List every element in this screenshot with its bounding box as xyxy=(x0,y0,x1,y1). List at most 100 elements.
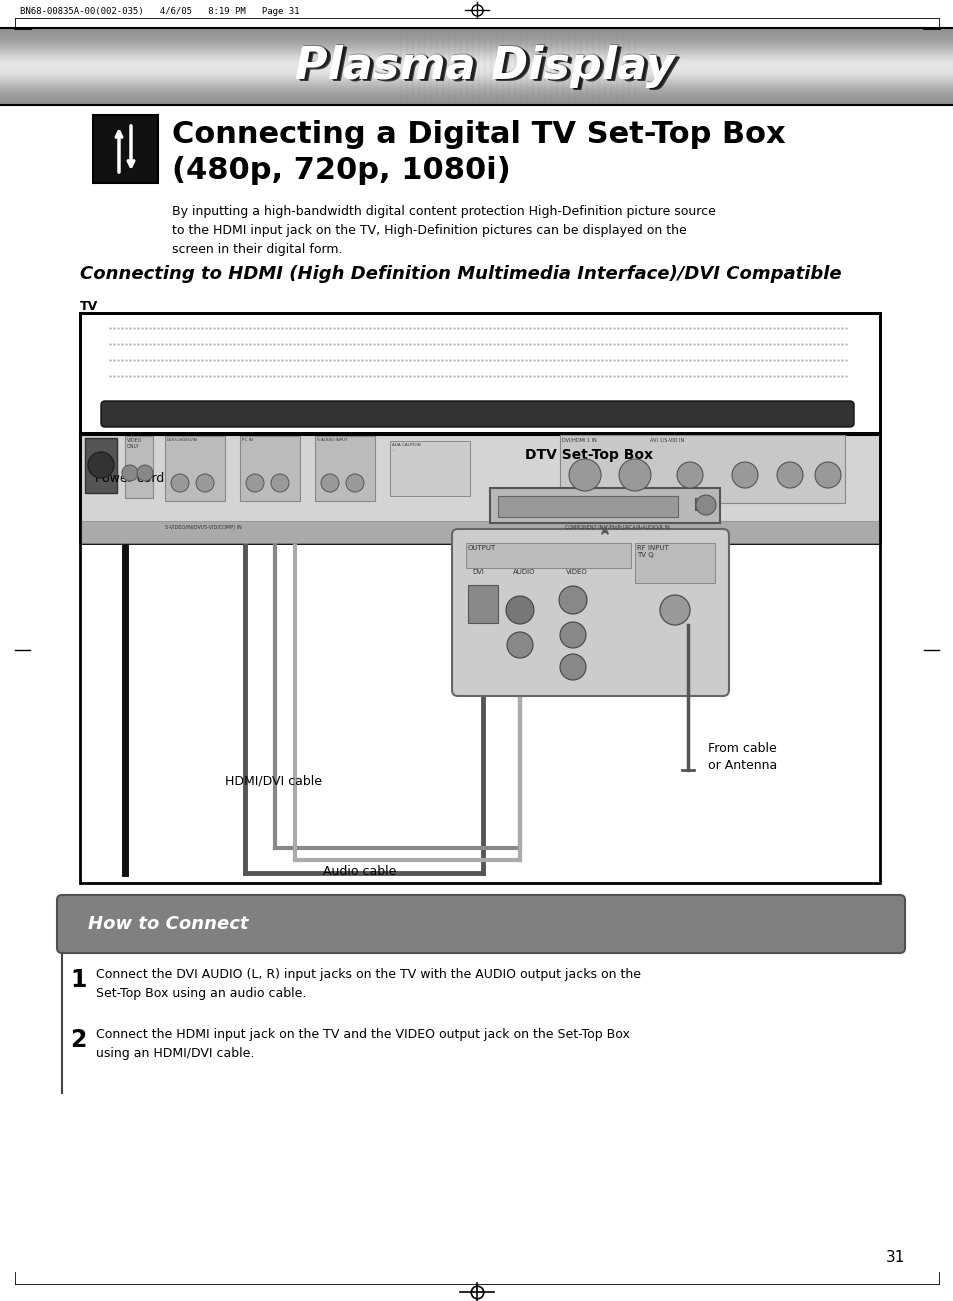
Text: (480p, 720p, 1080i): (480p, 720p, 1080i) xyxy=(172,156,510,185)
Text: DVI/S-VIDEO/IN: DVI/S-VIDEO/IN xyxy=(167,438,197,442)
Circle shape xyxy=(559,622,585,648)
Circle shape xyxy=(568,459,600,490)
Circle shape xyxy=(195,474,213,492)
Bar xyxy=(579,29,581,105)
Text: Plasma Display: Plasma Display xyxy=(294,46,674,88)
Text: 31: 31 xyxy=(885,1250,904,1266)
Bar xyxy=(592,29,594,105)
Bar xyxy=(468,585,497,623)
Text: VIDEO
ONLY: VIDEO ONLY xyxy=(127,438,142,449)
Circle shape xyxy=(558,585,586,614)
Circle shape xyxy=(320,474,338,492)
Text: S-VIDEO/IN(DVI/S-VID/COMP) IN: S-VIDEO/IN(DVI/S-VID/COMP) IN xyxy=(165,526,241,530)
Circle shape xyxy=(559,654,585,680)
Bar xyxy=(465,29,468,105)
Text: TV: TV xyxy=(80,301,98,314)
Bar xyxy=(465,543,630,569)
Circle shape xyxy=(122,464,138,481)
Bar xyxy=(490,488,720,523)
Circle shape xyxy=(271,474,289,492)
Bar xyxy=(423,29,426,105)
Bar xyxy=(543,29,545,105)
Bar xyxy=(514,29,516,105)
Circle shape xyxy=(246,474,264,492)
Bar xyxy=(240,436,299,501)
Bar xyxy=(441,29,443,105)
Bar xyxy=(0,29,953,105)
Circle shape xyxy=(659,595,689,624)
Bar xyxy=(559,435,844,503)
Text: S AUDIO INPUT: S AUDIO INPUT xyxy=(316,438,347,442)
Bar xyxy=(92,114,158,183)
Circle shape xyxy=(505,596,534,624)
Text: DVI/HDMI 1 IN: DVI/HDMI 1 IN xyxy=(561,437,597,442)
FancyBboxPatch shape xyxy=(101,401,853,427)
Text: COMPONENT IN(Y/Pb/Pr)/RCA/R-AUDIO/R IN: COMPONENT IN(Y/Pb/Pr)/RCA/R-AUDIO/R IN xyxy=(564,526,669,530)
Circle shape xyxy=(506,632,533,658)
Text: From cable
or Antenna: From cable or Antenna xyxy=(707,742,777,771)
Text: PC IN: PC IN xyxy=(242,438,253,442)
Bar xyxy=(550,29,552,105)
Text: Power cord: Power cord xyxy=(95,472,164,485)
Circle shape xyxy=(618,459,650,490)
Circle shape xyxy=(814,462,841,488)
Bar xyxy=(537,29,539,105)
Bar xyxy=(585,29,587,105)
Bar xyxy=(507,29,510,105)
Bar xyxy=(125,436,152,498)
Text: Connect the HDMI input jack on the TV and the VIDEO output jack on the Set-Top B: Connect the HDMI input jack on the TV an… xyxy=(96,1028,629,1059)
Bar xyxy=(609,29,612,105)
Bar xyxy=(454,29,456,105)
Text: RF INPUT
TV Q: RF INPUT TV Q xyxy=(637,545,668,558)
Bar xyxy=(519,29,521,105)
Bar xyxy=(603,29,605,105)
Bar xyxy=(80,314,879,433)
Text: BN68-00835A-00(002-035)   4/6/05   8:19 PM   Page 31: BN68-00835A-00(002-035) 4/6/05 8:19 PM P… xyxy=(20,8,299,17)
Bar xyxy=(459,29,461,105)
Bar xyxy=(436,29,437,105)
Circle shape xyxy=(346,474,364,492)
Circle shape xyxy=(137,464,152,481)
Circle shape xyxy=(776,462,802,488)
Bar xyxy=(390,441,470,496)
FancyBboxPatch shape xyxy=(57,895,904,954)
Bar xyxy=(695,498,706,510)
Text: AVI 1/S-VID IN: AVI 1/S-VID IN xyxy=(649,437,683,442)
Bar xyxy=(412,29,414,105)
Circle shape xyxy=(731,462,758,488)
Text: Connecting to HDMI (High Definition Multimedia Interface)/DVI Compatible: Connecting to HDMI (High Definition Mult… xyxy=(80,265,841,284)
Bar xyxy=(490,29,492,105)
Bar xyxy=(634,29,636,105)
Bar xyxy=(635,543,714,583)
Bar xyxy=(85,438,117,493)
Bar xyxy=(80,520,879,543)
Text: VIDEO: VIDEO xyxy=(565,569,587,575)
Bar xyxy=(399,29,401,105)
Text: DTV Set-Top Box: DTV Set-Top Box xyxy=(524,448,652,462)
Text: Audio cable: Audio cable xyxy=(323,865,396,878)
Bar xyxy=(561,29,563,105)
Bar xyxy=(314,436,375,501)
Bar xyxy=(574,29,576,105)
Bar xyxy=(627,29,629,105)
Bar xyxy=(483,29,485,105)
Bar xyxy=(430,29,432,105)
Bar xyxy=(501,29,503,105)
Circle shape xyxy=(696,494,716,515)
Bar xyxy=(567,29,569,105)
Text: How to Connect: How to Connect xyxy=(88,915,248,933)
Bar xyxy=(406,29,408,105)
Text: Plasma Display: Plasma Display xyxy=(295,44,675,87)
Text: Plasma Display: Plasma Display xyxy=(297,46,678,88)
Bar xyxy=(496,29,497,105)
Text: OUTPUT: OUTPUT xyxy=(468,545,496,552)
Bar xyxy=(556,29,558,105)
Text: AUDIO: AUDIO xyxy=(513,569,535,575)
Text: Connecting a Digital TV Set-Top Box: Connecting a Digital TV Set-Top Box xyxy=(172,120,785,150)
Bar xyxy=(616,29,618,105)
Bar xyxy=(417,29,419,105)
Bar xyxy=(477,29,479,105)
Bar xyxy=(497,496,678,516)
Text: ADA CAUTION
...: ADA CAUTION ... xyxy=(392,444,420,451)
Text: By inputting a high-bandwidth digital content protection High-Definition picture: By inputting a high-bandwidth digital co… xyxy=(172,206,715,256)
